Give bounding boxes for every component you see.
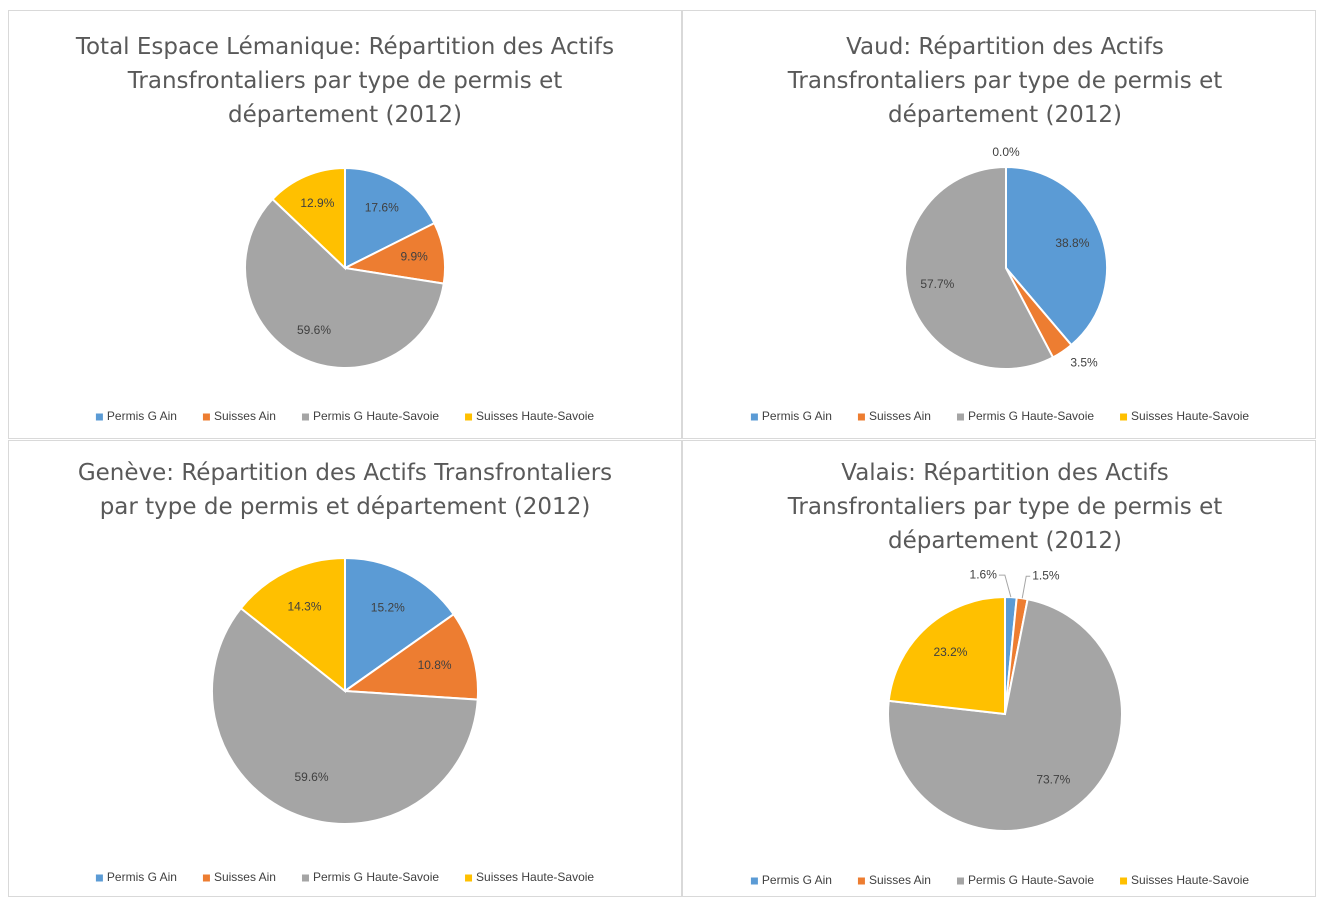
legend-label: Suisses Haute-Savoie: [476, 409, 594, 423]
legend-swatch: [750, 877, 758, 885]
legend-label: Permis G Haute-Savoie: [313, 870, 439, 884]
legend-swatch: [95, 874, 103, 882]
legend-swatch: [202, 874, 210, 882]
data-label: 73.7%: [1036, 772, 1070, 786]
data-label: 59.6%: [297, 323, 331, 337]
legend-label: Permis G Ain: [107, 409, 177, 423]
panel: [682, 10, 1316, 439]
legend-swatch: [301, 874, 309, 882]
pie-slice: [904, 165, 1055, 370]
data-label: 0.0%: [992, 145, 1020, 159]
legend-label: Suisses Haute-Savoie: [1131, 873, 1249, 887]
legend-swatch: [1120, 877, 1128, 885]
legend-label: Suisses Ain: [214, 870, 276, 884]
legend-label: Suisses Ain: [214, 409, 276, 423]
legend-swatch: [465, 874, 473, 882]
legend-swatch: [202, 413, 210, 421]
legend-swatch: [95, 413, 103, 421]
data-label: 57.7%: [920, 277, 954, 291]
data-label: 9.9%: [400, 249, 428, 263]
pie-slice: [344, 556, 456, 693]
chart-title: Vaud: Répartition des Actifs Transfronta…: [787, 34, 1223, 128]
chart-title: Total Espace Lémanique: Répartition des …: [75, 34, 615, 128]
chart-title: Valais: Répartition des Actifs Transfron…: [787, 460, 1223, 554]
data-label: 15.2%: [371, 601, 405, 615]
data-label: 1.6%: [970, 567, 998, 581]
pie-slice: [342, 612, 479, 701]
data-label: 1.5%: [1032, 568, 1060, 582]
pie-slice: [239, 556, 346, 694]
pie-slice: [887, 595, 1006, 716]
legend-label: Suisses Haute-Savoie: [476, 870, 594, 884]
data-label: 14.3%: [288, 599, 322, 613]
leader-line: [998, 574, 1012, 598]
data-label: 17.6%: [365, 201, 399, 215]
pie-slice: [211, 606, 479, 825]
legend-swatch: [956, 877, 964, 885]
data-label: 38.8%: [1055, 236, 1089, 250]
data-label: 59.6%: [294, 770, 328, 784]
legend-label: Permis G Haute-Savoie: [968, 409, 1094, 423]
legend-label: Permis G Ain: [107, 870, 177, 884]
legend-label: Permis G Ain: [762, 409, 832, 423]
legend-swatch: [1120, 413, 1128, 421]
legend-label: Permis G Haute-Savoie: [313, 409, 439, 423]
legend-label: Permis G Haute-Savoie: [968, 873, 1094, 887]
data-label: 3.5%: [1070, 355, 1098, 369]
legend-swatch: [465, 413, 473, 421]
pie-slice: [244, 197, 445, 369]
legend-label: Permis G Ain: [762, 873, 832, 887]
data-label: 10.8%: [418, 658, 452, 672]
legend-swatch: [857, 877, 865, 885]
panel: [8, 440, 682, 897]
pie-slice: [271, 166, 346, 271]
pie-slice: [344, 166, 436, 270]
legend-swatch: [750, 413, 758, 421]
legend-label: Suisses Haute-Savoie: [1131, 409, 1249, 423]
data-label: 23.2%: [933, 645, 967, 659]
legend-label: Suisses Ain: [869, 409, 931, 423]
chart-title: Genève: Répartition des Actifs Transfron…: [77, 460, 613, 520]
data-label: 12.9%: [300, 196, 334, 210]
pie-slice: [1005, 165, 1108, 347]
legend-swatch: [956, 413, 964, 421]
legend-swatch: [301, 413, 309, 421]
panel: [8, 10, 682, 439]
legend-label: Suisses Ain: [869, 873, 931, 887]
pie-slice: [887, 598, 1123, 832]
panel: [682, 440, 1316, 897]
legend-swatch: [857, 413, 865, 421]
leader-line: [1021, 575, 1031, 599]
